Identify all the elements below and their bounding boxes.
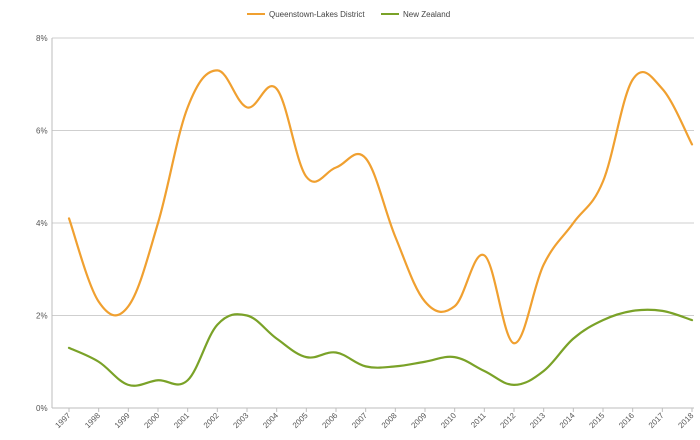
x-tick-label: 2010 (439, 411, 458, 430)
x-tick-label: 2008 (380, 411, 399, 430)
series-line-queenstown-lakes (67, 69, 694, 345)
series-lines (67, 69, 694, 387)
x-tick-label: 2015 (587, 411, 606, 430)
legend-label: Queenstown-Lakes District (269, 10, 365, 19)
x-tick-label: 2006 (320, 411, 339, 430)
x-tick-label: 2003 (231, 411, 250, 430)
x-tick-label: 2017 (647, 411, 666, 430)
x-tick-label: 2011 (469, 411, 488, 430)
x-tick-label: 2013 (528, 411, 547, 430)
x-tick-label: 2004 (261, 411, 280, 430)
legend-label: New Zealand (403, 10, 450, 19)
x-tick-label: 2009 (409, 411, 428, 430)
x-tick-label: 1999 (113, 411, 132, 430)
x-tick-label: 2005 (291, 411, 310, 430)
legend: Queenstown-Lakes District New Zealand (247, 10, 450, 19)
series-line-new-zealand (67, 308, 694, 387)
x-axis: 1997 1998 1999 2000 2001 2002 2003 2004 2005 2006… (53, 408, 696, 430)
y-tick-label: 2% (36, 312, 48, 321)
gridlines (51, 37, 694, 409)
y-axis-ticks: 0% 2% 4% 6% 8% (36, 34, 48, 413)
x-tick-label: 2007 (350, 411, 369, 430)
x-tick-label: 2012 (498, 411, 517, 430)
x-tick-label: 2001 (172, 411, 191, 430)
x-tick-label: 2002 (202, 411, 221, 430)
y-tick-label: 0% (36, 404, 48, 413)
y-tick-label: 4% (36, 219, 48, 228)
x-tick-label: 2000 (142, 411, 161, 430)
x-tick-label: 2014 (558, 411, 577, 430)
y-tick-label: 8% (36, 34, 48, 43)
x-tick-label: 1998 (83, 411, 102, 430)
x-tick-label: 2016 (617, 411, 636, 430)
y-tick-label: 6% (36, 127, 48, 136)
x-tick-label: 1997 (53, 411, 72, 430)
x-tick-label: 2018 (676, 411, 695, 430)
